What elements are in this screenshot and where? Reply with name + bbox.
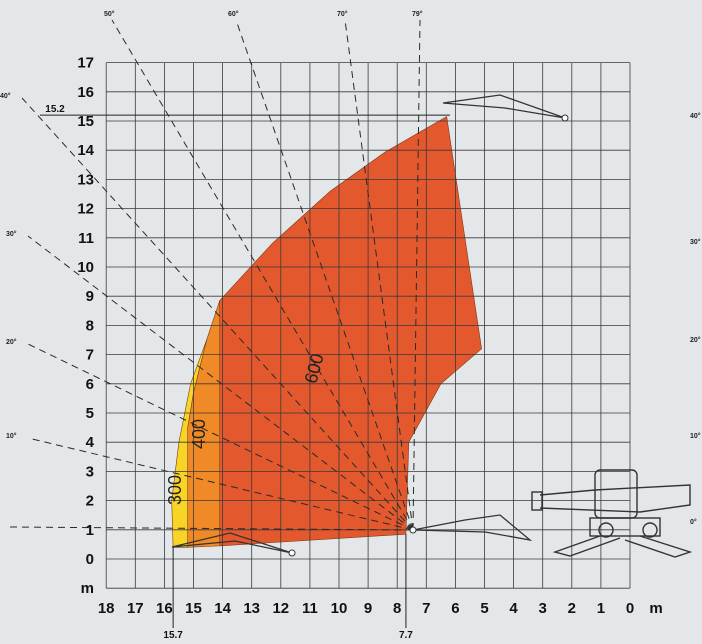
telehandler-icon [531,469,693,558]
angle-label-70: 70° [337,10,348,18]
right-angle-label: 10° [690,432,701,440]
machine-boom-head [531,491,543,511]
x-axis-unit: m [649,600,662,617]
x-tick-label: 1 [597,600,605,617]
angle-label-10: 10° [6,432,17,440]
y-tick-label: 17 [77,55,94,72]
y-tick-label: 7 [86,347,94,364]
x-tick-label: 17 [127,600,144,617]
machine-wheel-front [642,522,658,538]
angle-label-40: 40° [0,92,11,100]
machine-stabilizer-right [624,535,693,558]
x-tick-label: 2 [568,600,576,617]
x-tick-label: 18 [98,600,115,617]
x-tick-label: 8 [393,600,401,617]
x-tick-label: 9 [364,600,372,617]
dimension-label: 15.2 [45,104,65,115]
y-tick-label: 13 [77,171,94,188]
boom-end-lower [288,549,296,557]
x-tick-label: 11 [302,600,318,617]
y-tick-label: 0 [86,551,94,568]
x-tick-label: 10 [331,600,348,617]
boom-end-upper [561,114,569,122]
y-tick-label: 4 [86,434,95,451]
y-tick-label: 15 [77,113,94,130]
dimension-label: 15.7 [163,630,183,641]
angle-line-70 [344,19,414,531]
dimension-label: 7.7 [399,630,413,641]
y-tick-label: 14 [77,142,94,159]
angle-label-30: 30° [6,230,17,238]
x-tick-label: 6 [451,600,459,617]
angle-line-40 [21,97,414,531]
zone-label-400: 400 [189,419,209,449]
y-tick-label: 9 [86,288,94,305]
x-tick-label: 15 [185,600,202,617]
angle-line-30 [27,235,414,531]
machine-boom-arm [539,484,691,513]
right-angle-label: 20° [690,336,701,344]
right-angle-label: 30° [690,238,701,246]
right-angle-label: 0° [690,518,697,526]
machine-stabilizer-left [552,535,621,557]
x-tick-label: 4 [509,600,518,617]
angle-line-60 [235,19,414,531]
angle-label-50: 50° [104,10,115,18]
angle-line-50 [111,19,414,531]
angle-label-20: 20° [6,338,17,346]
y-tick-label: 11 [78,230,94,247]
x-tick-label: 16 [156,600,173,617]
x-tick-label: 7 [422,600,430,617]
zone-label-300: 300 [165,475,185,505]
right-angle-label: 40° [690,112,701,120]
boom-outline-horizontal [412,514,533,542]
machine-wheel-rear [598,522,614,538]
machine-chassis [589,517,661,537]
y-tick-label: 2 [86,493,94,510]
angle-label-60: 60° [228,10,239,18]
boom-outlines [171,94,569,557]
y-tick-label: 16 [77,84,94,101]
y-tick-label: 10 [77,259,94,276]
angle-line-79 [412,19,421,531]
y-tick-label: 5 [86,405,94,422]
x-tick-label: 13 [243,600,260,617]
y-tick-label: 8 [86,317,94,334]
x-tick-label: 3 [539,600,547,617]
grid [105,62,631,589]
y-tick-label: 3 [86,463,94,480]
angle-line-10 [27,437,414,531]
x-tick-label: 14 [214,600,231,617]
load-zones [171,116,482,548]
y-tick-label: 1 [86,522,94,539]
x-tick-label: 0 [626,600,634,617]
x-tick-label: 12 [272,600,289,617]
y-axis-unit: m [81,580,94,597]
x-tick-label: 5 [480,600,488,617]
y-tick-label: 6 [86,376,94,393]
angle-label-79: 79° [412,10,423,18]
boom-pivot [409,526,417,534]
y-tick-label: 12 [77,201,94,218]
boom-angle-lines [9,19,421,531]
